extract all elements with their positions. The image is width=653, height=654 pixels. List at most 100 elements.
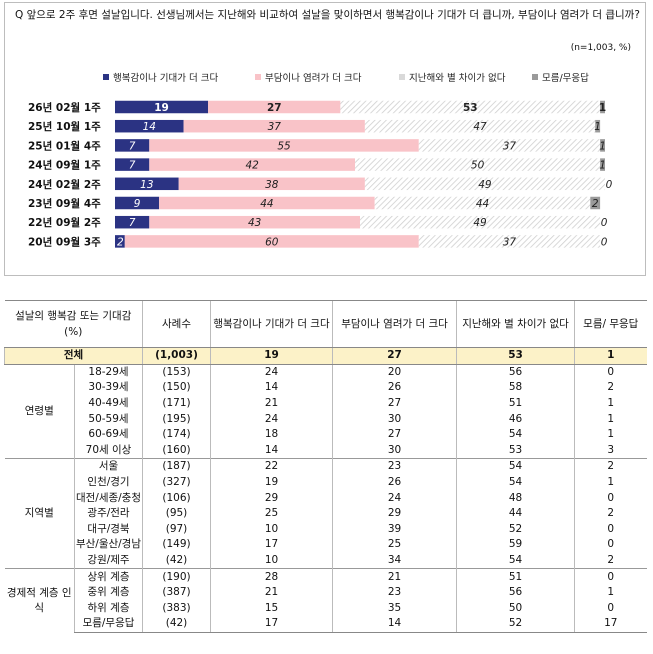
cell-n: (106) (142, 490, 211, 506)
cell-value: 1 (574, 426, 647, 443)
table-row: 연령별 18-29세 (153) 24 20 56 0 (5, 364, 647, 417)
cell-value: 39 (332, 521, 457, 538)
table-row: 40-49세 (171) 21 27 51 1 (5, 395, 647, 412)
bar-value-label: 1 (594, 121, 601, 133)
legend-swatch-0 (103, 74, 109, 80)
bar-value-label: 9 (134, 198, 141, 210)
cell-value: 14 (332, 616, 457, 633)
row-label: 40-49세 (74, 395, 143, 412)
cell-value: 34 (332, 552, 457, 569)
group-label: 경제적 계층 인식 (4, 568, 75, 633)
bar-segment-0 (115, 196, 160, 210)
bar-value-label: 37 (268, 121, 282, 133)
cell-value: 0 (574, 521, 647, 538)
table-row: 경제적 계층 인식 상위 계층 (190) 28 21 51 0 (4, 568, 647, 633)
cell-value: 14 (210, 442, 333, 459)
cell-value: 22 (210, 458, 333, 475)
bar-value-label: 27 (267, 102, 282, 114)
cell-value: 1 (574, 347, 647, 365)
bar-value-label: 55 (277, 140, 291, 152)
row-label: 중위 계층 (74, 584, 143, 601)
cell-value: 25 (210, 505, 333, 522)
bar-value-label: 14 (143, 121, 156, 133)
row-label: 하위 계층 (74, 600, 143, 617)
cell-value: 20 (332, 364, 457, 381)
bar-value-label: 49 (473, 217, 487, 229)
cell-n: (160) (142, 442, 211, 459)
sample-note: (n=1,003, %) (570, 43, 631, 53)
cell-value: 1 (574, 474, 647, 491)
cell-value: 53 (456, 347, 575, 365)
bar-value-label: 37 (503, 236, 517, 248)
cell-value: 27 (332, 347, 457, 365)
bar-value-label: 44 (260, 198, 273, 210)
bar-segment-2 (360, 215, 601, 229)
bar-value-label: 37 (503, 140, 517, 152)
bar-value-label: 0 (601, 217, 608, 229)
bar-value-label: 7 (129, 217, 136, 229)
table-row: 모름/무응답 (42) 17 14 52 17 (5, 616, 647, 633)
cell-n: (383) (142, 600, 211, 617)
bar-value-label: 53 (463, 102, 478, 114)
table-row: 대구/경북 (97) 10 39 52 0 (5, 521, 647, 538)
category-label: 24년 09월 1주 (28, 159, 101, 172)
bar-value-label: 0 (606, 179, 613, 191)
bar-segment-0 (115, 100, 209, 114)
table-row: 중위 계층 (387) 21 23 56 1 (5, 584, 647, 601)
table-row-total: 전체 (1,003) 19 27 53 1 (4, 347, 647, 365)
legend-label-0: 행복감이나 기대가 더 크다 (113, 72, 218, 84)
category-label: 25년 10월 1주 (28, 120, 101, 133)
legend-label-3: 모름/무응답 (542, 72, 589, 84)
legend-swatch-2 (399, 74, 405, 80)
bar-segment-3 (600, 100, 605, 114)
bar-segment-2 (355, 158, 601, 171)
cell-n: (171) (142, 395, 211, 412)
bar-segment-2 (374, 196, 591, 210)
cell-value: 27 (332, 426, 457, 443)
cell-n: (387) (142, 584, 211, 601)
header-burden: 부담이나 염려가 더 크다 (332, 300, 457, 348)
bar-segment-1 (183, 119, 365, 133)
cell-value: 0 (574, 490, 647, 506)
table-row: 하위 계층 (383) 15 35 50 0 (5, 600, 647, 617)
bar-segment-3 (600, 158, 605, 171)
stacked-bar-chart: 행복감이나 기대가 더 크다 부담이나 염려가 더 크다 지난해와 별 차이가 없다… (28, 72, 613, 248)
cell-value: 24 (210, 364, 333, 381)
cell-value: 2 (574, 380, 647, 396)
row-label: 60-69세 (74, 426, 143, 443)
cell-value: 1 (574, 395, 647, 412)
row-label: 강원/제주 (74, 552, 143, 569)
category-label: 26년 02월 1주 (28, 101, 101, 114)
bar-segment-1 (149, 139, 419, 152)
row-label: 인천/경기 (74, 474, 143, 491)
table-row: 부산/울산/경남 (149) 17 25 59 0 (5, 537, 647, 553)
table-row: 지역별 서울 (187) 22 23 54 2 (4, 458, 647, 569)
cell-n: (190) (142, 568, 211, 585)
cell-value: 0 (574, 364, 647, 381)
cell-value: 50 (456, 600, 575, 617)
cell-value: 46 (456, 411, 575, 427)
header-same: 지난해와 별 차이가 없다 (456, 300, 575, 348)
cell-value: 52 (456, 521, 575, 538)
legend-swatch-3 (532, 74, 538, 80)
cell-value: 17 (210, 616, 333, 633)
bar-segment-3 (590, 196, 601, 210)
question-text: Q 앞으로 2주 후면 설날입니다. 선생님께서는 지난해와 비교하여 설날을 … (15, 9, 640, 21)
crosstab-table: 설날의 행복감 또는 기대감 (%) 사례수 행복감이나 기대가 더 크다 부담… (4, 300, 647, 633)
bar-value-label: 49 (478, 179, 492, 191)
row-label: 18-29세 (74, 364, 143, 381)
bar-value-label: 0 (601, 236, 608, 248)
row-label: 대전/세종/충청 (74, 490, 143, 506)
legend-swatch-1 (255, 74, 261, 80)
row-label: 상위 계층 (74, 568, 143, 585)
table-row: 60-69세 (174) 18 27 54 1 (5, 426, 647, 443)
cell-n: (149) (142, 537, 211, 553)
table-row: 광주/전라 (95) 25 29 44 2 (5, 505, 647, 522)
bar-segment-1 (149, 215, 360, 229)
cell-value: 2 (574, 552, 647, 569)
bar-segment-0 (115, 139, 150, 152)
bar-segment-0 (115, 215, 150, 229)
row-label: 서울 (74, 458, 143, 475)
cell-n: (95) (142, 505, 211, 522)
cell-value: 21 (210, 395, 333, 412)
